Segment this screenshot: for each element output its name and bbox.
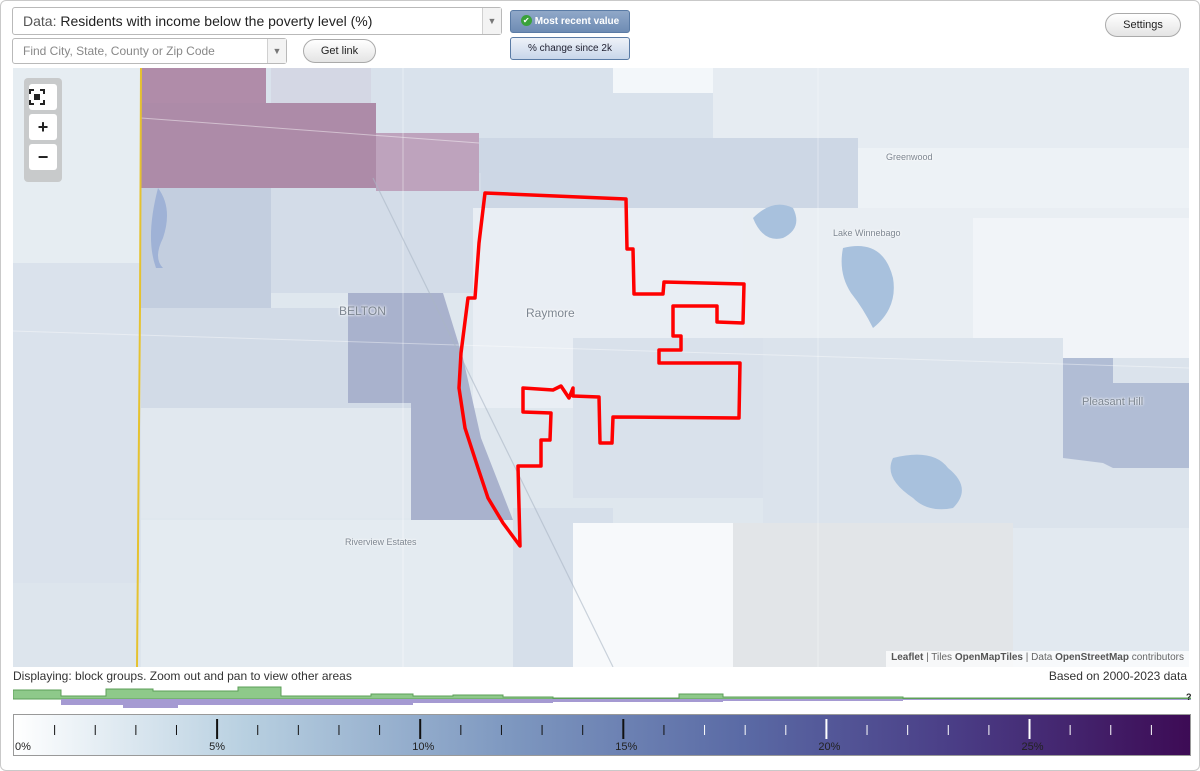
leaflet-link[interactable]: Leaflet — [891, 652, 924, 663]
place-label-lake-winnebago: Lake Winnebago — [833, 228, 901, 238]
histogram-past-series — [61, 699, 1191, 708]
road — [140, 117, 480, 144]
place-label-greenwood: Greenwood — [886, 152, 933, 162]
histogram-present-series — [13, 686, 1191, 700]
block-group-region — [141, 408, 411, 518]
block-group-region — [858, 148, 1189, 218]
location-search-input[interactable]: Find City, State, County or Zip Code ▼ — [12, 38, 287, 64]
legend-tick-label: 20% — [818, 741, 841, 753]
value-histogram[interactable]: ? — [13, 685, 1191, 713]
fullscreen-icon — [29, 89, 45, 105]
block-group-region — [973, 218, 1189, 358]
zoom-in-button[interactable]: + — [29, 114, 57, 140]
block-group-region — [1063, 358, 1189, 468]
place-label-pleasant-hill: Pleasant Hill — [1082, 396, 1144, 408]
openstreetmap-link[interactable]: OpenStreetMap — [1055, 652, 1129, 663]
block-group-region — [613, 68, 713, 93]
block-group-region — [141, 520, 521, 667]
attribution-text: contributors — [1128, 652, 1184, 663]
chevron-down-icon[interactable]: ▼ — [482, 8, 501, 34]
block-group-region — [13, 583, 141, 667]
legend-gradient — [14, 715, 1190, 755]
openmaptiles-link[interactable]: OpenMapTiles — [954, 652, 1023, 663]
data-years-text: Based on 2000-2023 data — [1048, 669, 1187, 683]
block-group-region — [141, 103, 376, 188]
creek-water — [150, 188, 167, 268]
data-select[interactable]: Data: Residents with income below the po… — [12, 7, 502, 35]
place-label-riverview-estates: Riverview Estates — [345, 537, 417, 547]
legend-ticks — [54, 719, 1152, 739]
attribution-text: | Tiles — [923, 652, 955, 663]
legend-tick-label: 10% — [412, 741, 435, 753]
legend-tick-label: 5% — [209, 741, 225, 753]
lake-water — [753, 204, 797, 239]
map-attribution: Leaflet | Tiles OpenMapTiles | Data Open… — [886, 651, 1189, 667]
zoom-control: + − — [24, 78, 62, 182]
lake-water — [890, 454, 962, 510]
block-group-region — [763, 338, 1063, 528]
place-label-belton: BELTON — [339, 304, 386, 318]
histogram-unknown-marker: ? — [1186, 692, 1191, 702]
block-group-region — [271, 68, 371, 103]
lake-winnebago-water — [841, 246, 894, 328]
map-canvas[interactable] — [13, 68, 1189, 667]
raymore-city-boundary — [457, 191, 746, 548]
legend-tick-label: 0% — [15, 741, 31, 753]
location-search-placeholder: Find City, State, County or Zip Code — [23, 44, 215, 58]
block-group-region — [733, 523, 1013, 667]
block-group-region — [1013, 528, 1189, 667]
fullscreen-button[interactable] — [29, 84, 57, 110]
block-group-region — [141, 173, 271, 308]
highway — [372, 177, 614, 667]
block-group-region — [376, 133, 479, 191]
block-group-region — [271, 173, 481, 293]
block-group-region — [13, 263, 141, 583]
chevron-down-icon[interactable]: ▼ — [267, 39, 286, 63]
legend-tick-label: 25% — [1021, 741, 1044, 753]
block-group-region — [713, 68, 1189, 148]
most-recent-value-toggle[interactable]: ✔ Most recent value — [510, 10, 630, 33]
block-group-region — [473, 138, 858, 208]
check-icon: ✔ — [520, 14, 532, 26]
county-boundary — [136, 68, 142, 667]
most-recent-value-label: Most recent value — [534, 16, 620, 27]
percent-change-toggle[interactable]: % change since 2k — [510, 37, 630, 60]
choropleth-map[interactable]: BELTON Raymore Greenwood Lake Winnebago … — [13, 68, 1189, 667]
legend-color-scale[interactable]: 0% 5% 10% 15% 20% 25% — [13, 714, 1191, 756]
display-level-text: Displaying: block groups. Zoom out and p… — [13, 669, 352, 683]
block-group-region — [348, 293, 513, 520]
place-label-raymore: Raymore — [526, 306, 575, 320]
legend-tick-label: 15% — [615, 741, 638, 753]
road — [13, 330, 1189, 369]
settings-button[interactable]: Settings — [1105, 13, 1181, 37]
get-link-button[interactable]: Get link — [303, 39, 376, 63]
data-select-value: Data: Residents with income below the po… — [23, 13, 373, 29]
attribution-text: | Data — [1023, 652, 1056, 663]
zoom-out-button[interactable]: − — [29, 144, 57, 170]
block-group-region — [573, 523, 733, 667]
